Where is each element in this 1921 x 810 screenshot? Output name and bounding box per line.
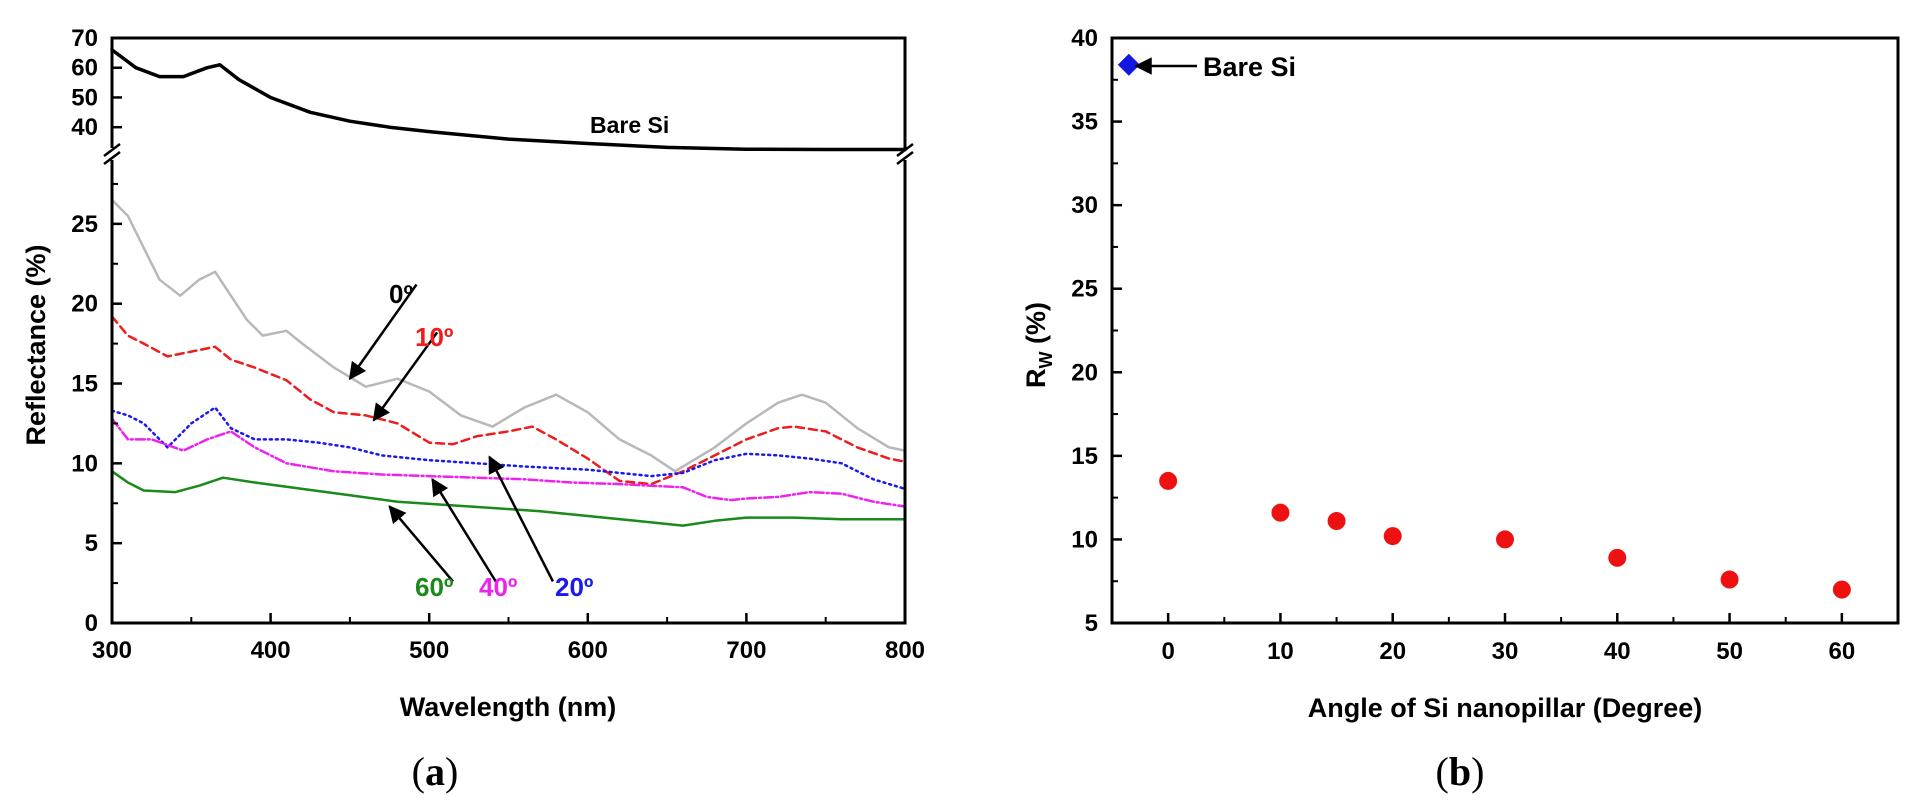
x-tick-label: 20 [1379,638,1406,665]
y-tick-label: 30 [1071,192,1098,219]
point-angle-0 [1159,471,1178,490]
y-tick-label: 5 [85,530,98,557]
point-angle-20 [1383,527,1402,546]
arrow-60-deg [388,505,454,583]
y-tick-label: 15 [71,371,98,398]
label-20-deg: 20º [555,572,594,602]
y-axis-label: Reflectance (%) [21,244,51,445]
x-tick-label: 30 [1492,638,1519,665]
x-tick-label: 800 [885,637,925,664]
point-angle-15 [1327,512,1346,531]
panel-letter-a: a [425,749,445,794]
chart-panel-b: 0 10 20 30 40 50 60 5 10 15 20 25 30 35 40 Bare Si An… [1021,25,1900,794]
label-40-deg: 40º [479,572,518,602]
label-10-deg: 10º [415,322,454,352]
y-tick-label: 60 [71,55,98,82]
y-tick-label: 5 [1085,610,1098,637]
y-label-sub: W [1036,352,1056,369]
series-line-bare-si [110,48,907,152]
x-tick-label: 700 [726,637,766,664]
series-line-20-deg [110,406,907,491]
label-0-deg: 0º [389,279,413,309]
point-angle-50 [1720,570,1739,589]
label-bare-si: Bare Si [590,112,669,138]
y-tick-label: 0 [85,610,98,637]
x-axis-ticks: 0 10 20 30 40 50 60 [1161,613,1855,665]
series-line-0-deg [110,198,907,473]
y-tick-label: 10 [1071,526,1098,553]
label-60-deg: 60º [415,572,454,602]
point-bare-si [1117,53,1140,76]
x-tick-label: 40 [1604,638,1631,665]
x-tick-label: 50 [1716,638,1743,665]
y-tick-label: 25 [71,211,98,238]
arrow-10-deg [372,331,439,422]
y-tick-label: 15 [1071,443,1098,470]
point-angle-60 [1832,580,1851,599]
panel-letter-b: b [1449,749,1471,794]
y-tick-label: 25 [1071,276,1098,303]
y-tick-label: 40 [1071,25,1098,52]
arrow-0-deg [348,283,418,381]
x-axis-label: Wavelength (nm) [400,692,617,722]
y-tick-label: 35 [1071,109,1098,136]
y-tick-label: 10 [71,450,98,477]
y-label-main: R [1021,369,1051,389]
series-line-10-deg [110,315,907,486]
bare-si-annotation: Bare Si [1203,52,1296,82]
scatter-points [1117,53,1851,599]
x-tick-label: 500 [409,637,449,664]
x-tick-label: 300 [92,637,132,664]
arrow-40-deg [431,477,497,583]
panel-label-b: (b) [1436,749,1485,794]
y-axis-ticks: 5 10 15 20 25 30 35 40 [1071,25,1122,637]
x-tick-label: 10 [1267,638,1294,665]
series-line-40-deg [110,417,907,508]
series-line-60-deg [110,470,907,527]
y-label-unit: (%) [1021,302,1051,352]
y-tick-label: 40 [71,114,98,141]
x-tick-label: 600 [568,637,608,664]
x-tick-label: 0 [1161,638,1174,665]
y-tick-label: 50 [71,84,98,111]
y-tick-label: 20 [71,291,98,318]
x-tick-label: 60 [1829,638,1856,665]
point-angle-30 [1496,530,1514,549]
y-axis-label: RW (%) [1021,302,1056,388]
y-tick-label: 70 [71,25,98,52]
point-angle-10 [1271,503,1290,522]
point-angle-40 [1608,548,1627,567]
arrow-20-deg [488,455,555,583]
y-tick-label: 20 [1071,359,1098,386]
x-tick-label: 400 [251,637,291,664]
x-axis-label: Angle of Si nanopillar (Degree) [1308,693,1703,723]
break-frame [103,36,914,625]
x-axis-ticks: 300 400 500 600 700 800 [92,613,925,664]
panel-label-a: (a) [412,749,459,794]
series-layer [110,48,907,527]
arrow-layer [348,283,555,583]
